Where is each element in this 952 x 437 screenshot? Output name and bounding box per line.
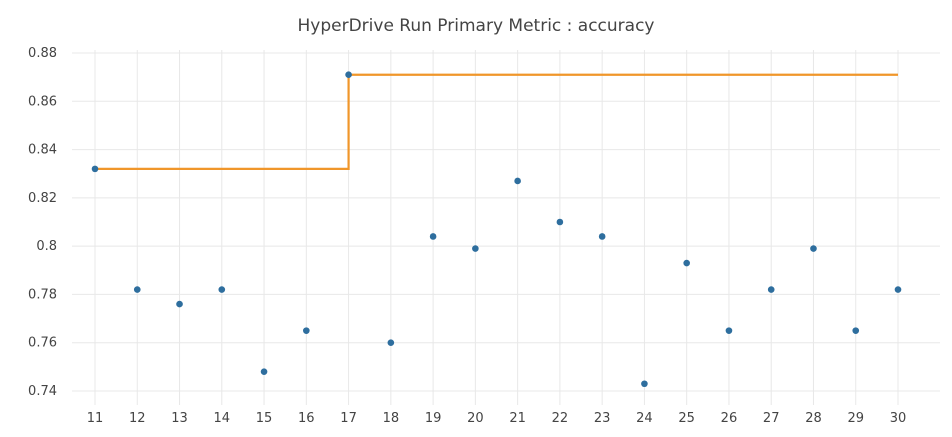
x-tick-label: 15 <box>256 411 273 426</box>
x-tick-label: 20 <box>467 411 484 426</box>
data-point[interactable] <box>91 165 99 173</box>
y-tick-label: 0.76 <box>28 336 57 351</box>
x-tick-label: 13 <box>171 411 188 426</box>
x-tick-label: 22 <box>552 411 569 426</box>
data-point[interactable] <box>472 245 479 252</box>
y-tick-label: 0.8 <box>36 239 57 254</box>
y-axis-ticks: 0.74 0.76 0.78 0.8 0.82 0.84 0.86 0.88 <box>28 46 57 399</box>
data-point[interactable] <box>894 286 902 293</box>
x-tick-label: 17 <box>340 411 357 426</box>
data-points-layer <box>91 71 902 388</box>
data-point[interactable] <box>260 368 268 375</box>
data-point[interactable] <box>429 233 437 240</box>
x-tick-label: 12 <box>129 411 146 426</box>
data-point[interactable] <box>598 233 606 240</box>
x-tick-label: 26 <box>721 411 738 426</box>
x-tick-label: 29 <box>847 411 864 426</box>
data-point[interactable] <box>767 286 775 293</box>
chart-title: HyperDrive Run Primary Metric : accuracy <box>297 16 655 36</box>
data-point[interactable] <box>725 327 733 334</box>
data-point[interactable] <box>176 300 183 308</box>
best-metric-step-line <box>95 73 898 170</box>
data-point[interactable] <box>387 339 395 347</box>
x-tick-label: 28 <box>805 411 822 426</box>
x-tick-label: 16 <box>298 411 315 426</box>
data-point[interactable] <box>303 327 310 334</box>
x-tick-label: 14 <box>214 411 231 426</box>
x-tick-label: 30 <box>890 411 907 426</box>
x-tick-label: 19 <box>425 411 442 426</box>
x-tick-label: 23 <box>594 411 611 426</box>
best-metric-line-layer <box>95 73 898 170</box>
y-tick-label: 0.86 <box>28 94 57 109</box>
y-tick-label: 0.78 <box>28 287 57 302</box>
x-axis-ticks: 11 12 13 14 15 16 17 18 19 20 21 22 23 24 25 26 27 28 29 30 <box>87 411 907 426</box>
y-tick-label: 0.84 <box>28 143 57 158</box>
data-point[interactable] <box>810 245 817 252</box>
data-point[interactable] <box>133 286 141 293</box>
y-tick-label: 0.88 <box>28 46 57 61</box>
data-point[interactable] <box>556 218 564 226</box>
data-point[interactable] <box>683 259 690 267</box>
data-point[interactable] <box>514 177 521 185</box>
grid <box>72 50 940 405</box>
y-tick-label: 0.74 <box>28 384 57 399</box>
x-tick-label: 11 <box>87 411 104 426</box>
x-tick-label: 25 <box>678 411 695 426</box>
data-point[interactable] <box>852 327 860 334</box>
x-tick-label: 24 <box>636 411 653 426</box>
data-point[interactable] <box>641 380 648 388</box>
y-tick-label: 0.82 <box>28 191 57 206</box>
x-tick-label: 21 <box>509 411 526 426</box>
data-point[interactable] <box>345 71 352 79</box>
x-tick-label: 18 <box>383 411 400 426</box>
data-point[interactable] <box>218 286 226 293</box>
x-tick-label: 27 <box>763 411 780 426</box>
